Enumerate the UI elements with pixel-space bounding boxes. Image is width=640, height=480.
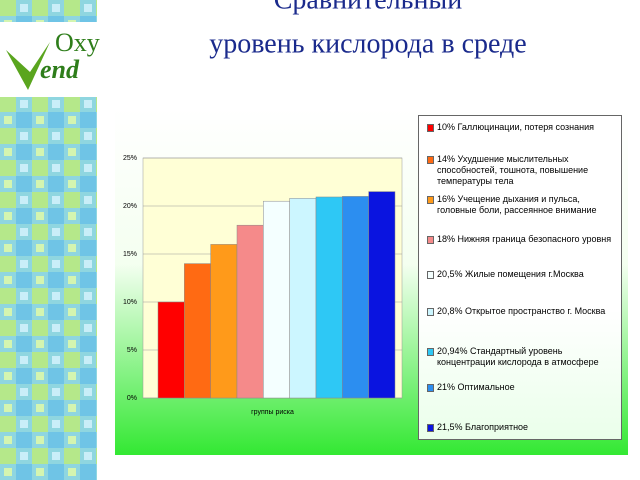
legend-item: 18% Нижняя граница безопасного уровня (427, 234, 613, 245)
legend-swatch (427, 384, 434, 392)
legend: 10% Галлюцинации, потеря сознания 14% Уху… (418, 115, 622, 440)
title: Сравнительный (274, 0, 462, 15)
bar (368, 191, 396, 399)
legend-swatch (427, 156, 434, 164)
bar (236, 224, 264, 399)
legend-label: 21% Оптимальное (437, 382, 515, 392)
bar (342, 196, 369, 399)
y-tick-label: 10% (123, 299, 137, 306)
y-tick-label: 0% (127, 395, 137, 402)
legend-item: 20,8% Открытое пространство г. Москва (427, 306, 613, 317)
bar (289, 198, 317, 399)
bar (210, 244, 238, 399)
legend-item: 20,5% Жилые помещения г.Москва (427, 269, 613, 280)
legend-swatch (427, 236, 434, 244)
logo-check (6, 42, 50, 90)
legend-label: 10% Галлюцинации, потеря сознания (437, 122, 594, 132)
y-tick-label: 15% (123, 251, 137, 258)
bar (263, 200, 290, 399)
y-tick-label: 5% (127, 347, 137, 354)
legend-label: 20,5% Жилые помещения г.Москва (437, 269, 584, 279)
legend-item: 10% Галлюцинации, потеря сознания (427, 122, 613, 133)
bar (315, 196, 343, 399)
logo-box (0, 22, 112, 97)
legend-label: 20,8% Открытое пространство г. Москва (437, 306, 606, 316)
legend-swatch (427, 308, 434, 316)
legend-item: 16% Учещение дыхания и пульса, головные … (427, 194, 613, 216)
bar (157, 301, 185, 399)
y-tick-label: 25% (123, 155, 137, 162)
legend-item: 14% Ухудшение мыслительных способностей,… (427, 154, 613, 187)
x-tick-label: группы риска (251, 409, 294, 416)
legend-swatch (427, 271, 434, 279)
legend-label: 20,94% Стандартный уровень концентрации … (437, 346, 599, 367)
chart: 0% 5% 10% 15% 20% 25% группы риска (123, 155, 402, 416)
y-tick-label: 20% (123, 203, 137, 210)
legend-item: 21% Оптимальное (427, 382, 613, 393)
legend-label: 18% Нижняя граница безопасного уровня (437, 234, 612, 244)
legend-swatch (427, 196, 434, 204)
legend-item: 20,94% Стандартный уровень концентрации … (427, 346, 613, 368)
legend-item: 21,5% Благоприятное (427, 422, 613, 433)
legend-label: 21,5% Благоприятное (437, 422, 529, 432)
legend-swatch (427, 124, 434, 132)
legend-label: 14% Ухудшение мыслительных способностей,… (437, 154, 589, 186)
legend-label: 16% Учещение дыхания и пульса, головные … (437, 194, 597, 215)
logo-bottom: end (40, 55, 80, 84)
bar (184, 263, 211, 399)
logo-top: Oxy (55, 28, 100, 57)
legend-swatch (427, 424, 434, 432)
legend-swatch (427, 348, 434, 356)
title: уровень кислорода в среде (209, 28, 526, 59)
